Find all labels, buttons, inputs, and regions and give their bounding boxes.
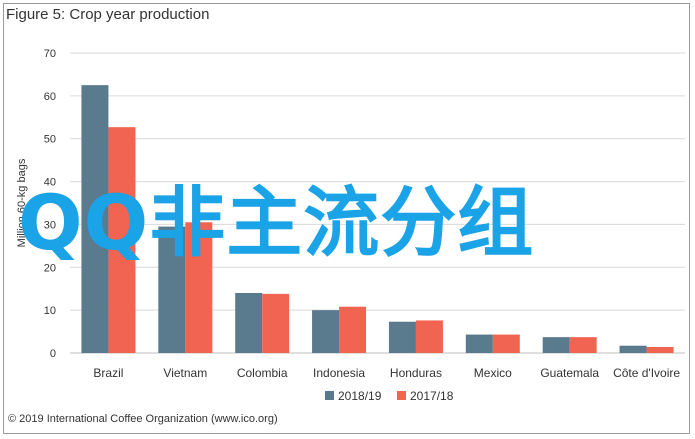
bar-2017-18 (492, 334, 520, 353)
bar-2018-19 (542, 337, 570, 353)
bar-2017-18 (185, 222, 213, 353)
legend-entry: 2018/19 (338, 389, 382, 403)
chart-title: Figure 5: Crop year production (6, 6, 210, 23)
bar-2017-18 (646, 347, 674, 353)
bar-2018-19 (465, 334, 493, 353)
y-tick-label: 70 (44, 48, 56, 60)
y-axis-label: Million 60-kg bags (16, 158, 28, 247)
bar-2017-18 (415, 320, 443, 353)
bar-2018-19 (158, 226, 186, 353)
x-tick-label: Guatemala (540, 366, 599, 380)
x-tick-label: Mexico (474, 366, 512, 380)
y-tick-label: 30 (44, 219, 56, 231)
legend-swatch (325, 391, 334, 400)
bar-2017-18 (339, 306, 367, 353)
bar-2017-18 (262, 293, 290, 353)
bar-2018-19 (235, 293, 263, 353)
x-tick-label: Côte d'Ivoire (613, 366, 680, 380)
legend-entry: 2017/18 (410, 389, 454, 403)
bar-2018-19 (312, 310, 340, 353)
y-tick-label: 0 (50, 348, 56, 360)
bar-2018-19 (81, 85, 109, 354)
x-tick-label: Indonesia (313, 366, 365, 380)
copyright-footer: © 2019 International Coffee Organization… (8, 413, 278, 425)
bar-2018-19 (388, 321, 416, 353)
y-tick-label: 20 (44, 262, 56, 274)
x-tick-label: Vietnam (163, 366, 207, 380)
x-tick-label: Honduras (390, 366, 442, 380)
y-tick-label: 60 (44, 91, 56, 103)
bar-2017-18 (108, 127, 136, 354)
x-tick-label: Colombia (237, 366, 288, 380)
y-tick-label: 10 (44, 305, 56, 317)
y-tick-label: 50 (44, 134, 56, 146)
watermark-overlay-text: QQ非主流分组 (18, 178, 535, 267)
bar-2017-18 (569, 337, 597, 353)
bar-2018-19 (619, 345, 647, 353)
legend-swatch (397, 391, 406, 400)
x-tick-label: Brazil (93, 366, 123, 380)
y-tick-label: 40 (44, 177, 56, 189)
